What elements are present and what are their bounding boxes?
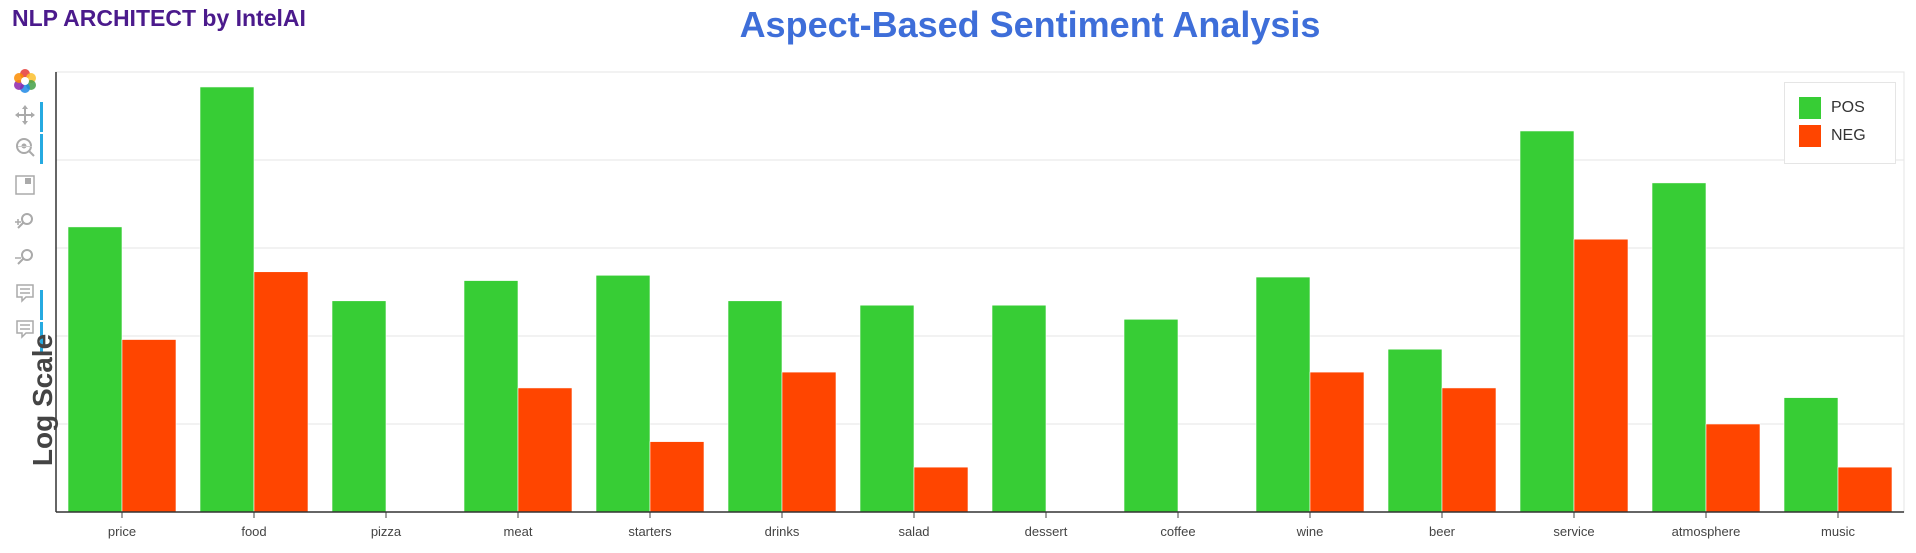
bar-pos-food [199,86,255,513]
wheel-zoom-active-indicator [40,134,43,164]
bar-neg-meat [517,387,573,513]
pan-tool-icon[interactable] [10,100,40,130]
hover-tool-active-indicator [40,290,43,320]
x-tick-label-dessert: dessert [1025,524,1068,539]
hover-tool-icon-2[interactable] [10,314,40,344]
bar-neg-starters [649,441,705,513]
bar-neg-beer [1441,387,1497,513]
hover-tool-2-active-indicator [40,322,43,352]
x-tick-label-service: service [1553,524,1594,539]
chart-legend: POS NEG [1784,82,1896,164]
x-tick-label-price: price [108,524,136,539]
page-title: Aspect-Based Sentiment Analysis [739,4,1321,45]
bar-neg-atmosphere [1705,423,1761,513]
y-axis-label: Log Scale [27,334,58,466]
axes [55,72,1904,518]
bar-pos-coffee [1123,318,1179,513]
zoom-out-tool-icon[interactable] [10,242,40,272]
legend-item-pos: POS [1799,97,1865,119]
x-tick-label-atmosphere: atmosphere [1672,524,1741,539]
bar-neg-food [253,271,309,513]
x-tick-label-coffee: coffee [1160,524,1195,539]
bar-pos-music [1783,397,1839,513]
x-tick-label-food: food [241,524,266,539]
pan-tool-active-indicator [40,102,43,132]
bar-pos-pizza [331,300,387,513]
bar-pos-meat [463,280,519,513]
bar-pos-beer [1387,348,1443,513]
bar-neg-wine [1309,371,1365,513]
x-tick-label-meat: meat [504,524,533,539]
legend-swatch-neg [1799,125,1821,147]
bokeh-logo-icon[interactable] [10,66,40,96]
brand-title: NLP ARCHITECT by IntelAI [12,5,306,31]
bar-neg-drinks [781,371,837,513]
bar-pos-atmosphere [1651,182,1707,513]
legend-swatch-pos [1799,97,1821,119]
toolbar-divider [18,146,32,147]
bar-neg-service [1573,238,1629,513]
save-tool-icon[interactable] [10,170,40,200]
x-tick-label-salad: salad [898,524,929,539]
bar-neg-music [1837,466,1893,513]
x-tick-label-drinks: drinks [765,524,800,539]
x-tick-label-music: music [1821,524,1855,539]
x-tick-labels: price food pizza meat starters drinks salad des… [108,524,1856,539]
bar-pos-salad [859,304,915,513]
bar-pos-price [67,226,123,513]
plot-toolbar [8,66,48,366]
hover-tool-icon[interactable] [10,278,40,308]
bar-pos-drinks [727,300,783,513]
bars [67,86,1893,513]
zoom-in-tool-icon[interactable] [10,206,40,236]
bar-pos-starters [595,274,651,513]
bar-neg-salad [913,466,969,513]
bar-pos-wine [1255,276,1311,513]
legend-label-pos: POS [1831,99,1865,116]
bar-pos-service [1519,130,1575,513]
x-tick-label-beer: beer [1429,524,1456,539]
bar-neg-price [121,339,177,513]
x-tick-label-wine: wine [1296,524,1324,539]
legend-label-neg: NEG [1831,127,1866,144]
x-tick-label-pizza: pizza [371,524,402,539]
legend-item-neg: NEG [1799,125,1866,147]
x-tick-label-starters: starters [628,524,672,539]
bar-pos-dessert [991,304,1047,513]
